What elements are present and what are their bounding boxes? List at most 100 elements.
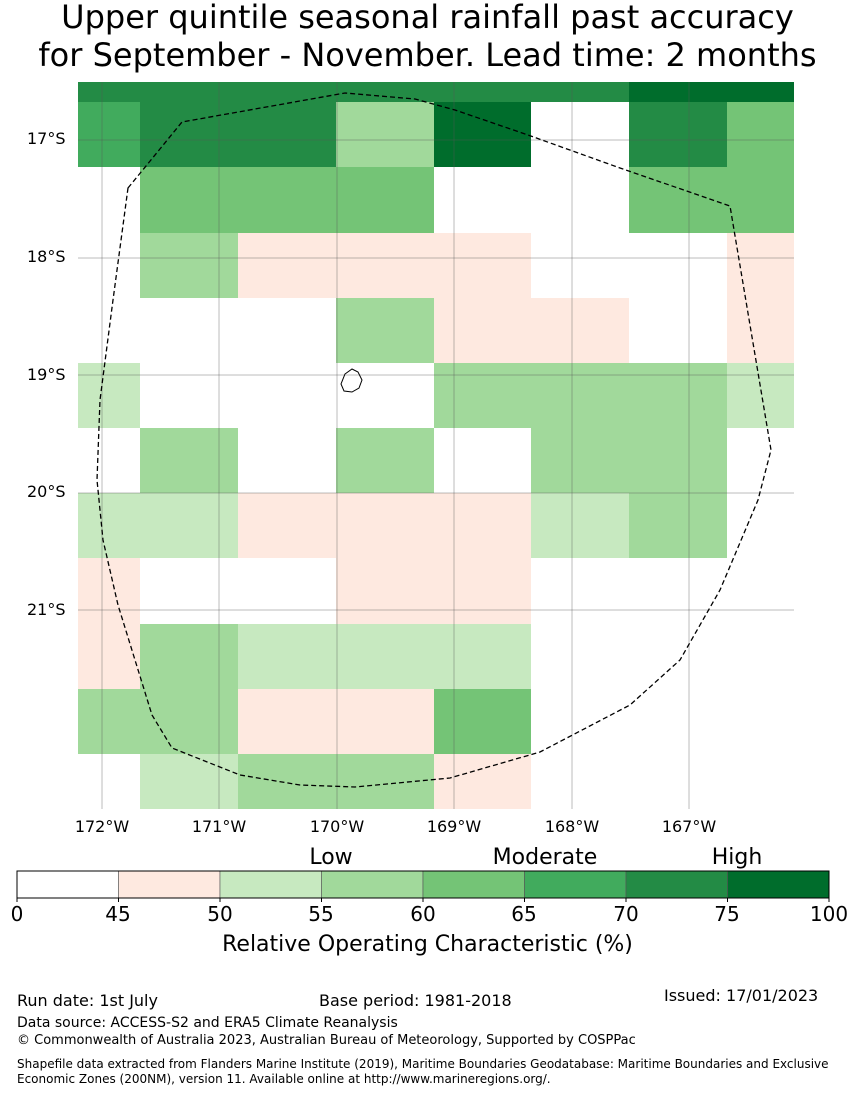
map-cell	[78, 689, 140, 754]
map-cell	[336, 82, 434, 102]
shapefile-credit-line-1: Shapefile data extracted from Flanders M…	[17, 1057, 829, 1071]
map-cell	[629, 558, 727, 624]
colorbar-tick: 55	[308, 902, 334, 926]
map-cell	[727, 82, 794, 102]
map-cell	[434, 82, 531, 102]
lon-label-169w: 169°W	[426, 817, 482, 836]
map-cell	[531, 558, 629, 624]
issued-date: Issued: 17/01/2023	[664, 986, 819, 1005]
map-cell	[140, 493, 238, 558]
eez-boundary	[96, 92, 772, 788]
chart-title-line-2: for September - November. Lead time: 2 m…	[38, 36, 817, 74]
lon-label-170w: 170°W	[309, 817, 365, 836]
map-cell	[434, 363, 531, 428]
lat-label-21s: 21°S	[27, 600, 66, 619]
map-cell	[434, 493, 531, 558]
map-cell	[727, 558, 794, 624]
map-cell	[629, 82, 727, 102]
map-cell	[531, 167, 629, 233]
map-cell	[238, 624, 336, 689]
map-cell	[78, 102, 140, 167]
map-cell	[434, 558, 531, 624]
map-cell	[531, 363, 629, 428]
map-cell	[78, 363, 140, 428]
map-cell	[78, 558, 140, 624]
lon-label-167w: 167°W	[661, 817, 717, 836]
map-cell	[78, 167, 140, 233]
map-cell	[238, 102, 336, 167]
data-source: Data source: ACCESS-S2 and ERA5 Climate …	[17, 1015, 398, 1031]
map-cell	[140, 102, 238, 167]
map-cell	[78, 624, 140, 689]
map-cell	[727, 233, 794, 298]
map-cell	[531, 428, 629, 493]
map-cell	[336, 102, 434, 167]
map-cell	[238, 558, 336, 624]
colorbar-segment	[118, 870, 221, 899]
map-cell	[140, 298, 238, 363]
category-moderate: Moderate	[492, 845, 598, 870]
map-cell	[531, 689, 629, 754]
map-cell	[629, 428, 727, 493]
map-cell	[629, 493, 727, 558]
map-cell	[238, 233, 336, 298]
colorbar-segment	[727, 870, 830, 899]
colorbar-segment	[321, 870, 424, 899]
map-cell	[140, 82, 238, 102]
map-cell	[629, 233, 727, 298]
colorbar-segment	[524, 870, 627, 899]
map-cell	[78, 493, 140, 558]
map-cell	[727, 493, 794, 558]
lat-label-17s: 17°S	[27, 129, 66, 148]
base-period: Base period: 1981-2018	[319, 991, 512, 1010]
map-cell	[78, 298, 140, 363]
map-cell	[629, 298, 727, 363]
map-cell	[434, 102, 531, 167]
map-cell	[531, 298, 629, 363]
copyright: © Commonwealth of Australia 2023, Austra…	[17, 1033, 636, 1048]
category-low: Low	[309, 845, 353, 870]
map-cell	[336, 624, 434, 689]
map-cells	[78, 82, 794, 809]
map-cell	[727, 624, 794, 689]
map-cell	[531, 754, 629, 809]
colorbar-tick: 65	[511, 902, 537, 926]
map-cell	[238, 428, 336, 493]
map-cell	[629, 102, 727, 167]
lon-label-168w: 168°W	[544, 817, 600, 836]
run-date: Run date: 1st July	[17, 991, 158, 1010]
map-cell	[78, 233, 140, 298]
map-cell	[727, 428, 794, 493]
map-cell	[434, 754, 531, 809]
colorbar-tick: 75	[714, 902, 740, 926]
map-cell	[140, 428, 238, 493]
colorbar-segment	[219, 870, 322, 899]
map-cell	[727, 754, 794, 809]
map-cell	[238, 298, 336, 363]
map-cell	[78, 82, 140, 102]
map-cell	[727, 102, 794, 167]
map-cell	[727, 363, 794, 428]
map-cell	[140, 754, 238, 809]
category-high: High	[711, 845, 763, 870]
map-cell	[140, 363, 238, 428]
colorbar-segment	[625, 870, 728, 899]
colorbar-tick: 70	[613, 902, 639, 926]
map-cell	[140, 167, 238, 233]
map-cell	[434, 428, 531, 493]
map-cell	[336, 233, 434, 298]
lon-label-171w: 171°W	[191, 817, 247, 836]
lat-label-18s: 18°S	[27, 247, 66, 266]
map-cell	[727, 689, 794, 754]
colorbar-tick: 100	[809, 902, 849, 926]
map-cell	[238, 689, 336, 754]
map-cell	[727, 298, 794, 363]
map-cell	[531, 82, 629, 102]
map-cell	[336, 558, 434, 624]
map-cell	[434, 624, 531, 689]
map-cell	[629, 689, 727, 754]
map-cell	[531, 102, 629, 167]
lat-label-20s: 20°S	[27, 482, 66, 501]
map-cell	[140, 689, 238, 754]
